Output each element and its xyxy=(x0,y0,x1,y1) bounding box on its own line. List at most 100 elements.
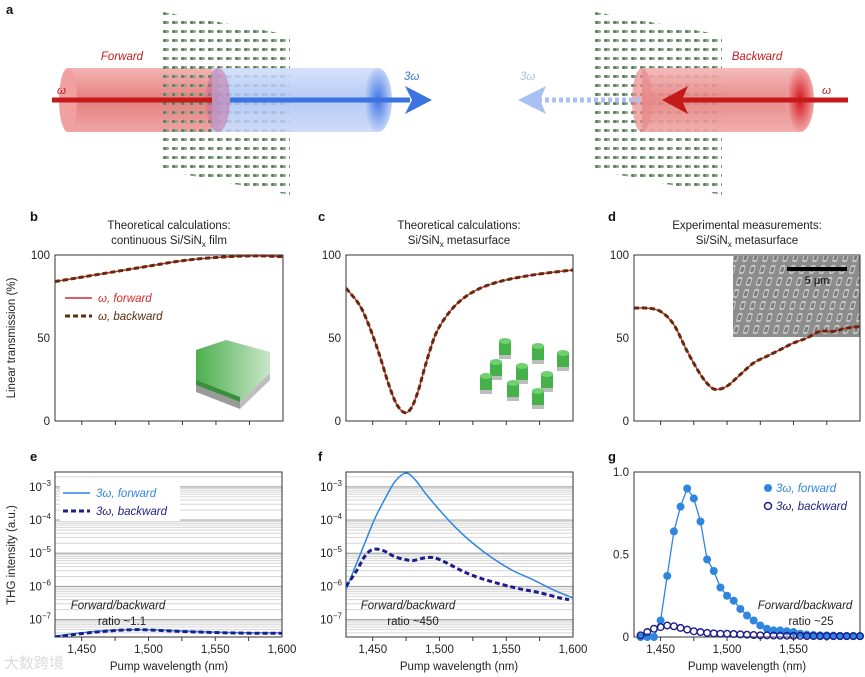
title-c-line1: Theoretical calculations: xyxy=(397,220,520,232)
pillar xyxy=(499,341,511,355)
series-backward xyxy=(346,547,570,602)
data-point xyxy=(636,631,645,640)
y-tick-label: 0 xyxy=(44,416,50,428)
annotation-g-line1: Forward/backward xyxy=(758,600,853,612)
x-tick-label: 1,450 xyxy=(358,644,387,656)
data-point xyxy=(796,629,805,638)
pillar-top xyxy=(507,380,519,386)
y-tick-label: 50 xyxy=(37,333,50,345)
y-tick-label: 10−4 xyxy=(320,512,342,527)
data-point xyxy=(729,596,738,605)
data-point xyxy=(716,583,725,592)
y-tick-label: 10−7 xyxy=(29,612,51,627)
series-forward xyxy=(346,472,573,599)
chart-d: 0 50 100 xyxy=(610,250,861,428)
legend-entry: 3ω, forward xyxy=(96,488,157,500)
pillar-top xyxy=(532,343,544,349)
data-point xyxy=(849,632,858,641)
axes-frame xyxy=(54,471,283,638)
axes-frame xyxy=(633,471,861,638)
data-point xyxy=(789,631,798,640)
data-point xyxy=(676,623,685,632)
legend-entry: ω, backward xyxy=(98,311,163,323)
data-point xyxy=(703,628,712,637)
arrowhead-icon xyxy=(405,86,432,114)
pillar-top xyxy=(516,363,528,369)
data-point xyxy=(762,631,771,640)
data-point xyxy=(809,632,818,641)
data-point xyxy=(802,630,811,639)
data-point xyxy=(816,632,825,641)
data-point xyxy=(663,621,672,630)
pillar xyxy=(541,374,553,388)
chart-g: 0 0.5 1.0 1,450 1,500 1,550 xyxy=(613,467,865,656)
data-point xyxy=(636,633,645,641)
data-point xyxy=(776,631,785,640)
series-forward xyxy=(55,255,283,283)
panel-label-g: g xyxy=(608,449,616,464)
title-d-line1: Experimental measurements: xyxy=(672,220,822,232)
third-harmonic-label-backward: 3ω xyxy=(520,71,535,83)
legend-g xyxy=(763,484,773,511)
y-tick-label: 50 xyxy=(616,333,629,345)
panel-label-a: a xyxy=(6,2,14,17)
pillar-top xyxy=(490,359,502,365)
y-tick-label: 10−3 xyxy=(320,479,342,494)
data-point xyxy=(842,632,851,641)
pillar-top xyxy=(532,388,544,394)
y-tick-label: 10−6 xyxy=(29,578,51,593)
chart-b: 0 50 100 xyxy=(31,250,284,428)
omega-label-left: ω xyxy=(57,85,66,97)
pillar-top xyxy=(541,371,553,377)
x-axis-label-f: Pump wavelength (nm) xyxy=(400,661,518,673)
legend-entry: ω, forward xyxy=(98,293,152,305)
data-point xyxy=(656,616,665,625)
y-tick-label: 0.5 xyxy=(613,550,629,562)
data-point xyxy=(723,591,732,600)
y-axis-label-thg: THG intensity (a.u.) xyxy=(6,505,18,605)
data-point xyxy=(663,571,672,580)
series-backward xyxy=(346,268,573,415)
annotation-e-line2: ratio ~1.1 xyxy=(98,616,146,628)
data-point xyxy=(716,629,725,638)
pillar-top xyxy=(480,373,492,379)
annotation-f-line1: Forward/backward xyxy=(361,600,456,612)
data-point xyxy=(769,631,778,640)
chart-f: 10−3 10−4 10−5 10−6 10−7 1,450 1,500 1,550 1,600 xyxy=(320,471,587,656)
data-point xyxy=(749,616,758,625)
data-point xyxy=(643,628,652,637)
data-point xyxy=(683,625,692,634)
watermark: 大数跨境 xyxy=(4,654,64,672)
data-point xyxy=(829,632,838,641)
y-tick-label: 100 xyxy=(610,250,629,262)
data-point xyxy=(756,621,765,630)
forward-label: Forward xyxy=(101,51,144,63)
pillar-top xyxy=(557,350,569,356)
y-tick-label: 0 xyxy=(623,416,629,428)
annotation-g-line2: ratio ~25 xyxy=(788,616,833,628)
sem-inset: 5 μm xyxy=(733,256,860,337)
axes-frame xyxy=(345,471,574,638)
data-point xyxy=(656,623,665,632)
y-tick-label: 0 xyxy=(335,416,341,428)
x-axis-label-g: Pump wavelength (nm) xyxy=(688,661,806,673)
axes-frame xyxy=(345,254,574,422)
panel-label-d: d xyxy=(608,209,616,224)
legend-b xyxy=(65,297,92,318)
data-point xyxy=(743,611,751,620)
legend-e xyxy=(60,485,180,521)
axes-frame xyxy=(633,254,861,422)
data-point xyxy=(749,631,758,640)
data-point xyxy=(723,629,732,638)
legend-entry: 3ω, backward xyxy=(776,501,848,513)
title-c-line2: Si/SiNx metasurface xyxy=(408,235,510,249)
y-tick-label: 10−7 xyxy=(320,612,342,627)
data-point xyxy=(669,527,678,536)
arrowhead-icon xyxy=(662,86,688,114)
x-tick-label: 1,600 xyxy=(268,644,297,656)
data-point xyxy=(736,604,745,613)
y-tick-label: 50 xyxy=(328,333,341,345)
legend-entry: 3ω, forward xyxy=(776,483,837,495)
backward-configuration: Backward ω 3ω xyxy=(518,12,848,195)
